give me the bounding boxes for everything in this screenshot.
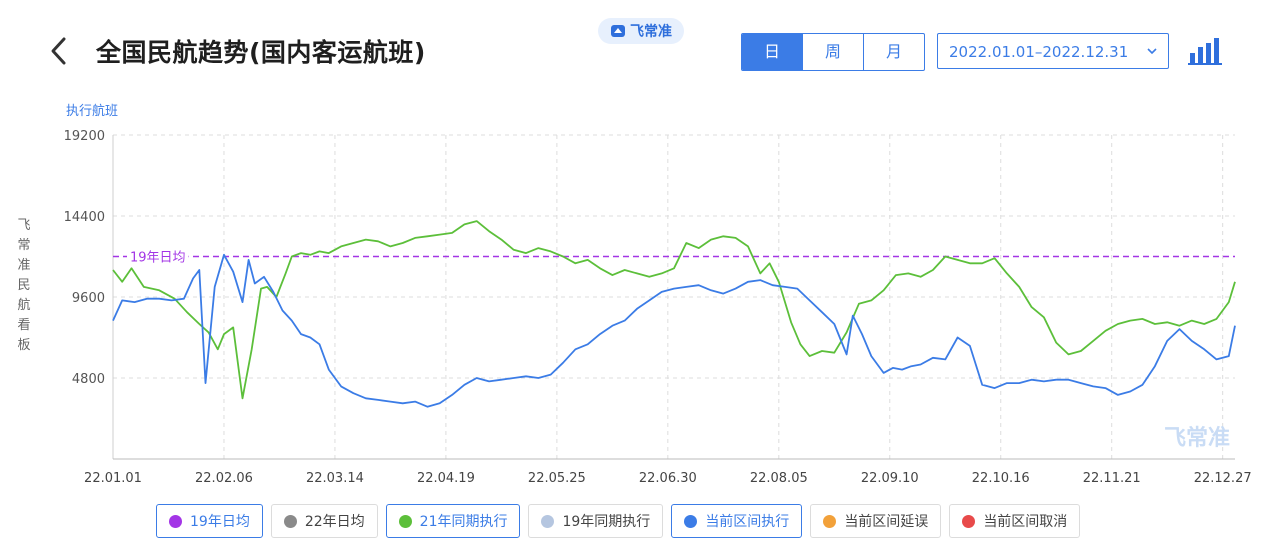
legend-dot-icon: [169, 514, 182, 528]
series-line: [112, 253, 1236, 408]
granularity-tabs: 日 周 月: [741, 33, 925, 71]
y-tick-label: 19200: [64, 129, 105, 144]
x-tick-label: 22.02.06: [195, 471, 253, 486]
y-tick-label: 9600: [72, 291, 105, 306]
y-tick-label: 4800: [72, 372, 105, 387]
series-line: [112, 220, 1236, 400]
x-tick-label: 22.09.10: [861, 471, 919, 486]
legend-label: 当前区间执行: [705, 514, 790, 530]
watermark: 飞常准: [1164, 425, 1230, 451]
side-brand-label: 飞常准民航看板: [17, 218, 31, 353]
x-tick-label: 22.01.01: [84, 471, 142, 486]
date-range-text: 2022.01.01–2022.12.31: [949, 43, 1129, 61]
x-tick-label: 22.12.27: [1194, 471, 1252, 486]
y-axis-unit: 执行航班: [66, 104, 119, 119]
chevron-down-icon: [1146, 34, 1158, 83]
tab-day[interactable]: 日: [742, 34, 803, 70]
back-chevron-icon[interactable]: [44, 34, 74, 68]
brand-name: 飞常准: [630, 24, 672, 40]
legend-dot-icon: [684, 514, 698, 528]
brand-badge: 飞常准: [598, 18, 684, 44]
x-tick-label: 22.06.30: [639, 471, 697, 486]
legend-item[interactable]: 22年日均: [270, 504, 378, 538]
line-chart: 4800 9600 14400 19200 22.01.01 22.02.06 22.03.…: [64, 129, 1252, 486]
legend-label: 19年同期执行: [562, 514, 651, 530]
header: 全国民航趋势(国内客运航班) 飞常准 日 周 月 2022.01.01–2022…: [0, 0, 1275, 100]
legend-item[interactable]: 19年日均: [156, 504, 263, 538]
legend-label: 22年日均: [304, 514, 365, 530]
legend-dot-icon: [398, 514, 412, 528]
tab-month[interactable]: 月: [885, 42, 902, 61]
legend-item[interactable]: 当前区间延误: [810, 504, 942, 538]
reference-label-bg: [127, 249, 189, 267]
legend-dot-icon: [541, 514, 555, 528]
y-tick-label: 14400: [64, 210, 105, 225]
x-tick-label: 22.11.21: [1083, 471, 1141, 486]
legend-dot-icon: [823, 514, 837, 528]
legend-dot-icon: [283, 514, 297, 528]
legend-item[interactable]: 当前区间执行: [671, 504, 803, 538]
legend-item[interactable]: 19年同期执行: [528, 504, 664, 538]
tab-week[interactable]: 周: [803, 34, 864, 70]
legend-label: 19年日均: [190, 514, 250, 530]
x-tick-label: 22.08.05: [750, 471, 808, 486]
x-tick-label: 22.03.14: [306, 471, 364, 486]
plane-logo-icon: [611, 25, 625, 37]
reference-line-label: 19年日均: [130, 251, 186, 266]
x-tick-label: 22.04.19: [417, 471, 475, 486]
page-title: 全国民航趋势(国内客运航班): [96, 38, 426, 67]
legend-label: 当前区间延误: [844, 514, 929, 530]
x-tick-label: 22.05.25: [528, 471, 586, 486]
legend-item[interactable]: 当前区间取消: [949, 504, 1081, 538]
legend-label: 当前区间取消: [983, 514, 1068, 530]
date-range-picker[interactable]: 2022.01.01–2022.12.31: [937, 33, 1169, 69]
bar-chart-icon[interactable]: [1188, 37, 1222, 65]
legend-item[interactable]: 21年同期执行: [385, 504, 521, 538]
legend: 19年日均 22年日均 21年同期执行 19年同期执行 当前区间执行 当前区间延误 当前区间…: [156, 504, 1081, 538]
legend-label: 21年同期执行: [419, 514, 508, 530]
legend-dot-icon: [962, 514, 976, 528]
x-tick-label: 22.10.16: [972, 471, 1030, 486]
